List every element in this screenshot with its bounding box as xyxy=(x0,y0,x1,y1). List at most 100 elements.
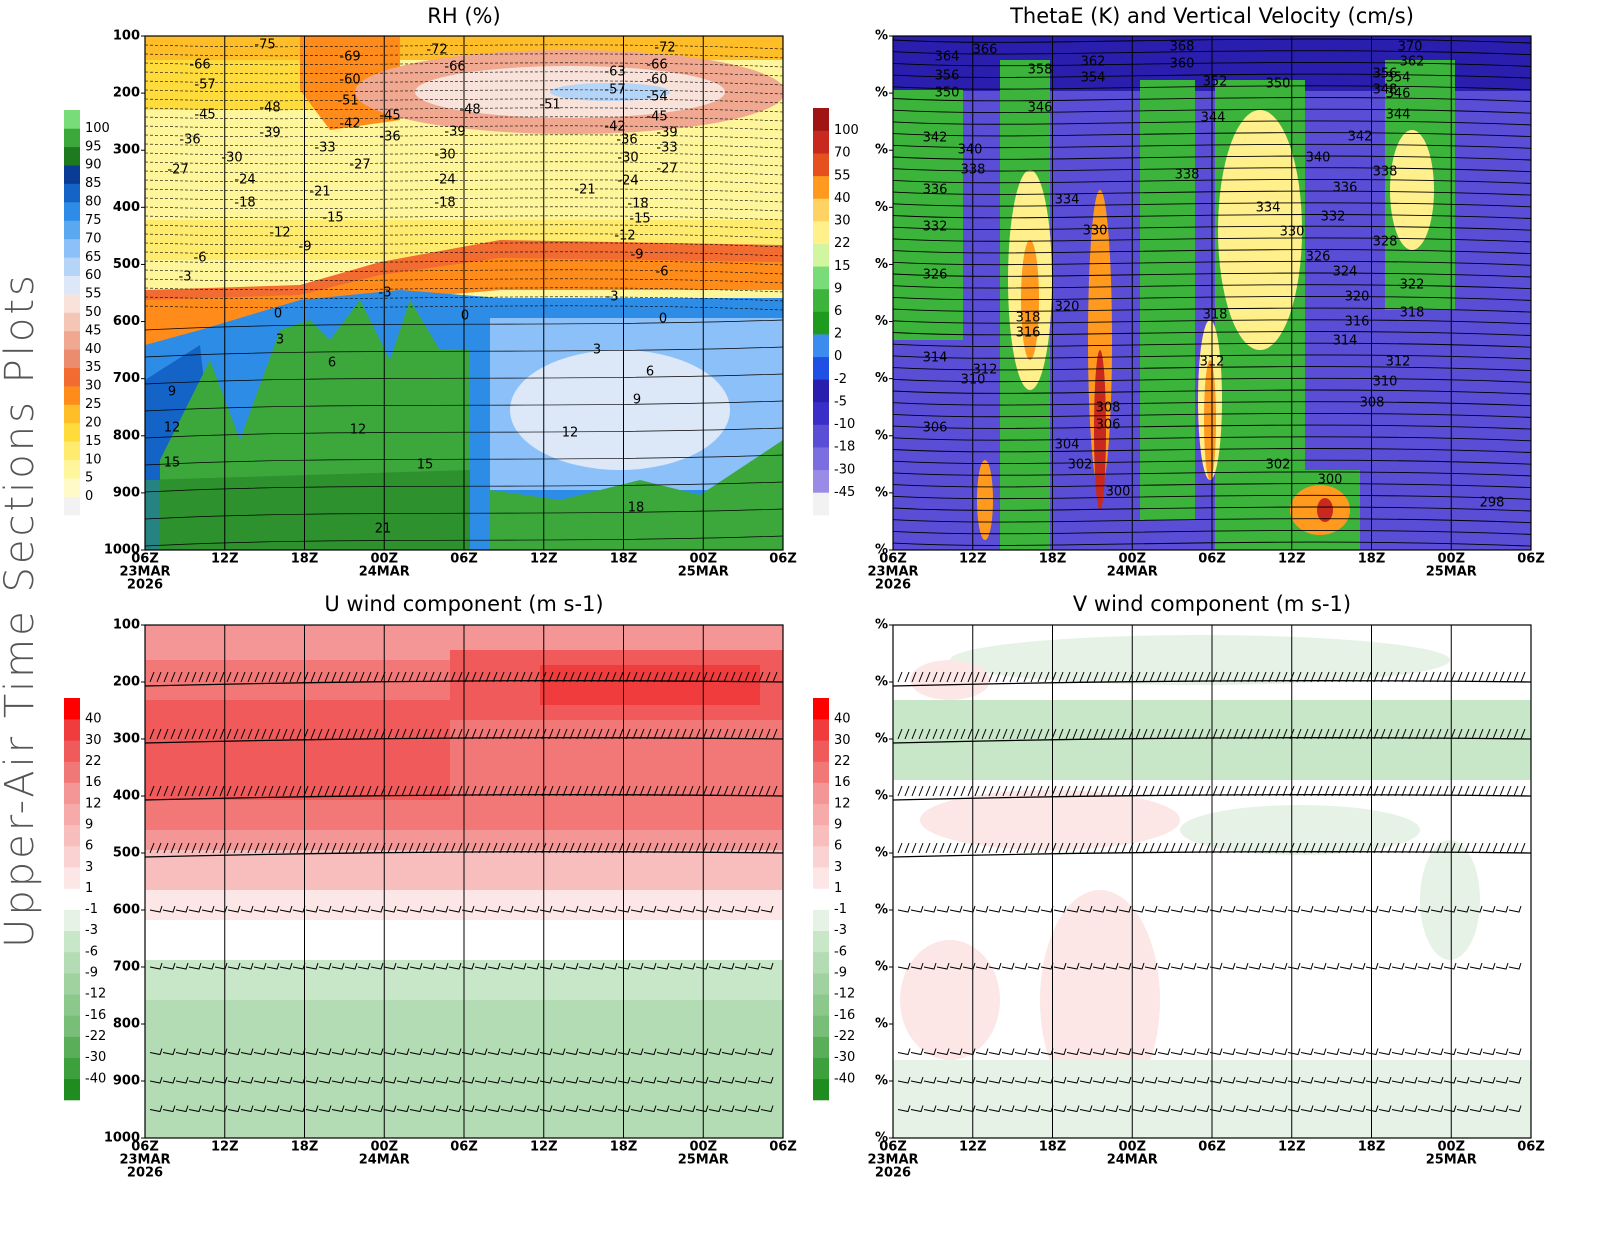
y-tick-label: % xyxy=(875,29,888,44)
colorbar-box xyxy=(64,782,80,805)
contour-label: 346 xyxy=(1028,101,1053,116)
contour-label: -30 xyxy=(221,151,242,166)
colorbar-label: 90 xyxy=(85,158,102,173)
contour-label: -45 xyxy=(379,109,400,124)
contour-line xyxy=(144,373,784,385)
x-tick-label: 18Z xyxy=(1039,1140,1067,1155)
colorbar-label: -30 xyxy=(85,1050,106,1065)
colorbar-label: 22 xyxy=(85,754,102,769)
plot-frame xyxy=(144,35,784,551)
chart-title: RH (%) xyxy=(427,4,500,28)
contour-label: 342 xyxy=(1348,130,1373,145)
colorbar-label: 30 xyxy=(85,733,102,748)
colorbar-box xyxy=(64,367,80,387)
contour-label: 12 xyxy=(350,423,367,438)
colorbar-label: 3 xyxy=(85,860,93,875)
contour-label: -57 xyxy=(194,78,215,93)
contour-label: 300 xyxy=(1106,485,1131,500)
x-tick-label: 00Z xyxy=(1118,552,1146,567)
contour-label: 338 xyxy=(961,163,986,178)
contour-line xyxy=(144,454,784,466)
contour-label: -27 xyxy=(167,163,188,178)
colorbar-label: -40 xyxy=(834,1071,855,1086)
colorbar-label: 9 xyxy=(834,817,842,832)
y-tick-label: 900 xyxy=(113,485,140,500)
contour-label: 344 xyxy=(1386,108,1411,123)
colorbar-label: -22 xyxy=(85,1029,106,1044)
colorbar-box xyxy=(813,108,829,131)
contour-label: -51 xyxy=(337,94,358,109)
colorbar-label: -9 xyxy=(85,966,98,981)
colorbar-label: 50 xyxy=(85,305,102,320)
y-tick-label: 200 xyxy=(113,86,140,101)
contour-label: 312 xyxy=(1200,355,1225,370)
contour-label: -42 xyxy=(604,120,625,135)
contour-label: -3 xyxy=(606,290,619,305)
y-tick-label: 1000 xyxy=(104,543,140,558)
contour-label: 306 xyxy=(923,421,948,436)
contour-label: -72 xyxy=(654,41,675,56)
colorbar-box xyxy=(64,349,80,369)
y-tick-label: % xyxy=(875,485,888,500)
colorbar-label: -1 xyxy=(834,902,847,917)
x-tick-label: 24MAR xyxy=(1107,1153,1158,1168)
contour-line xyxy=(892,459,1532,465)
colorbar-box xyxy=(64,973,80,995)
contour-label: 18 xyxy=(628,501,645,516)
colorbar-label: 70 xyxy=(834,146,851,161)
chart-title: ThetaE (K) and Vertical Velocity (cm/s) xyxy=(1009,4,1414,28)
x-tick-label: 18Z xyxy=(610,552,638,567)
x-tick-label: 06Z xyxy=(450,1140,478,1155)
contour-line xyxy=(892,167,1532,173)
y-tick-label: % xyxy=(875,428,888,443)
y-tick-label: 400 xyxy=(113,200,140,215)
contour-label: 0 xyxy=(274,307,282,322)
x-tick-label: 00Z xyxy=(1437,1140,1465,1155)
contour-label: 9 xyxy=(633,393,641,408)
contour-label: 310 xyxy=(1373,375,1398,390)
colorbar-label: 10 xyxy=(85,452,102,467)
contour-label: 350 xyxy=(935,86,960,101)
colorbar-box xyxy=(64,824,80,847)
contour-line xyxy=(892,61,1532,67)
contour-label: -6 xyxy=(194,251,207,266)
colorbar-label: 30 xyxy=(834,733,851,748)
contour-line xyxy=(892,237,1532,243)
contour-label: 0 xyxy=(461,309,469,324)
colorbar-box xyxy=(64,386,80,405)
contour-label: 360 xyxy=(1170,57,1195,72)
x-tick-label: 00Z xyxy=(370,1140,398,1155)
x-tick-label: 06Z xyxy=(1517,552,1545,567)
contour-line xyxy=(892,401,1532,407)
x-tick-label: 06Z xyxy=(1198,1140,1226,1155)
contour-label: -3 xyxy=(379,286,392,301)
contour-label: -18 xyxy=(434,196,455,211)
contour-label: -33 xyxy=(656,141,677,156)
colorbar-box xyxy=(64,128,80,148)
contour-line xyxy=(892,331,1532,336)
contour-line xyxy=(892,377,1532,383)
colorbar-box xyxy=(813,909,829,932)
contour-line xyxy=(892,436,1532,442)
contour-line xyxy=(892,518,1532,524)
y-tick-label: % xyxy=(875,618,888,633)
contour-label: 338 xyxy=(1373,165,1398,180)
wind-barbs xyxy=(897,785,1526,797)
wind-barbs xyxy=(897,671,1526,683)
colorbar-box xyxy=(64,257,80,276)
contour-label: -66 xyxy=(189,58,210,73)
colorbar-box xyxy=(64,110,80,129)
contour-label: -12 xyxy=(614,229,635,244)
colorbar-box xyxy=(64,238,80,258)
contour-label: 342 xyxy=(923,131,948,146)
contour-label: 356 xyxy=(1373,67,1398,82)
y-tick-label: 100 xyxy=(113,618,140,633)
colorbar-box xyxy=(813,698,829,720)
contour-label: 330 xyxy=(1280,225,1305,240)
contour-label: -12 xyxy=(269,226,290,241)
contour-label: 9 xyxy=(168,385,176,400)
contour-label: -39 xyxy=(259,126,280,141)
colorbar-box xyxy=(813,243,829,267)
x-tick-label: 25MAR xyxy=(1426,565,1477,580)
contour-label: 304 xyxy=(1055,438,1080,453)
